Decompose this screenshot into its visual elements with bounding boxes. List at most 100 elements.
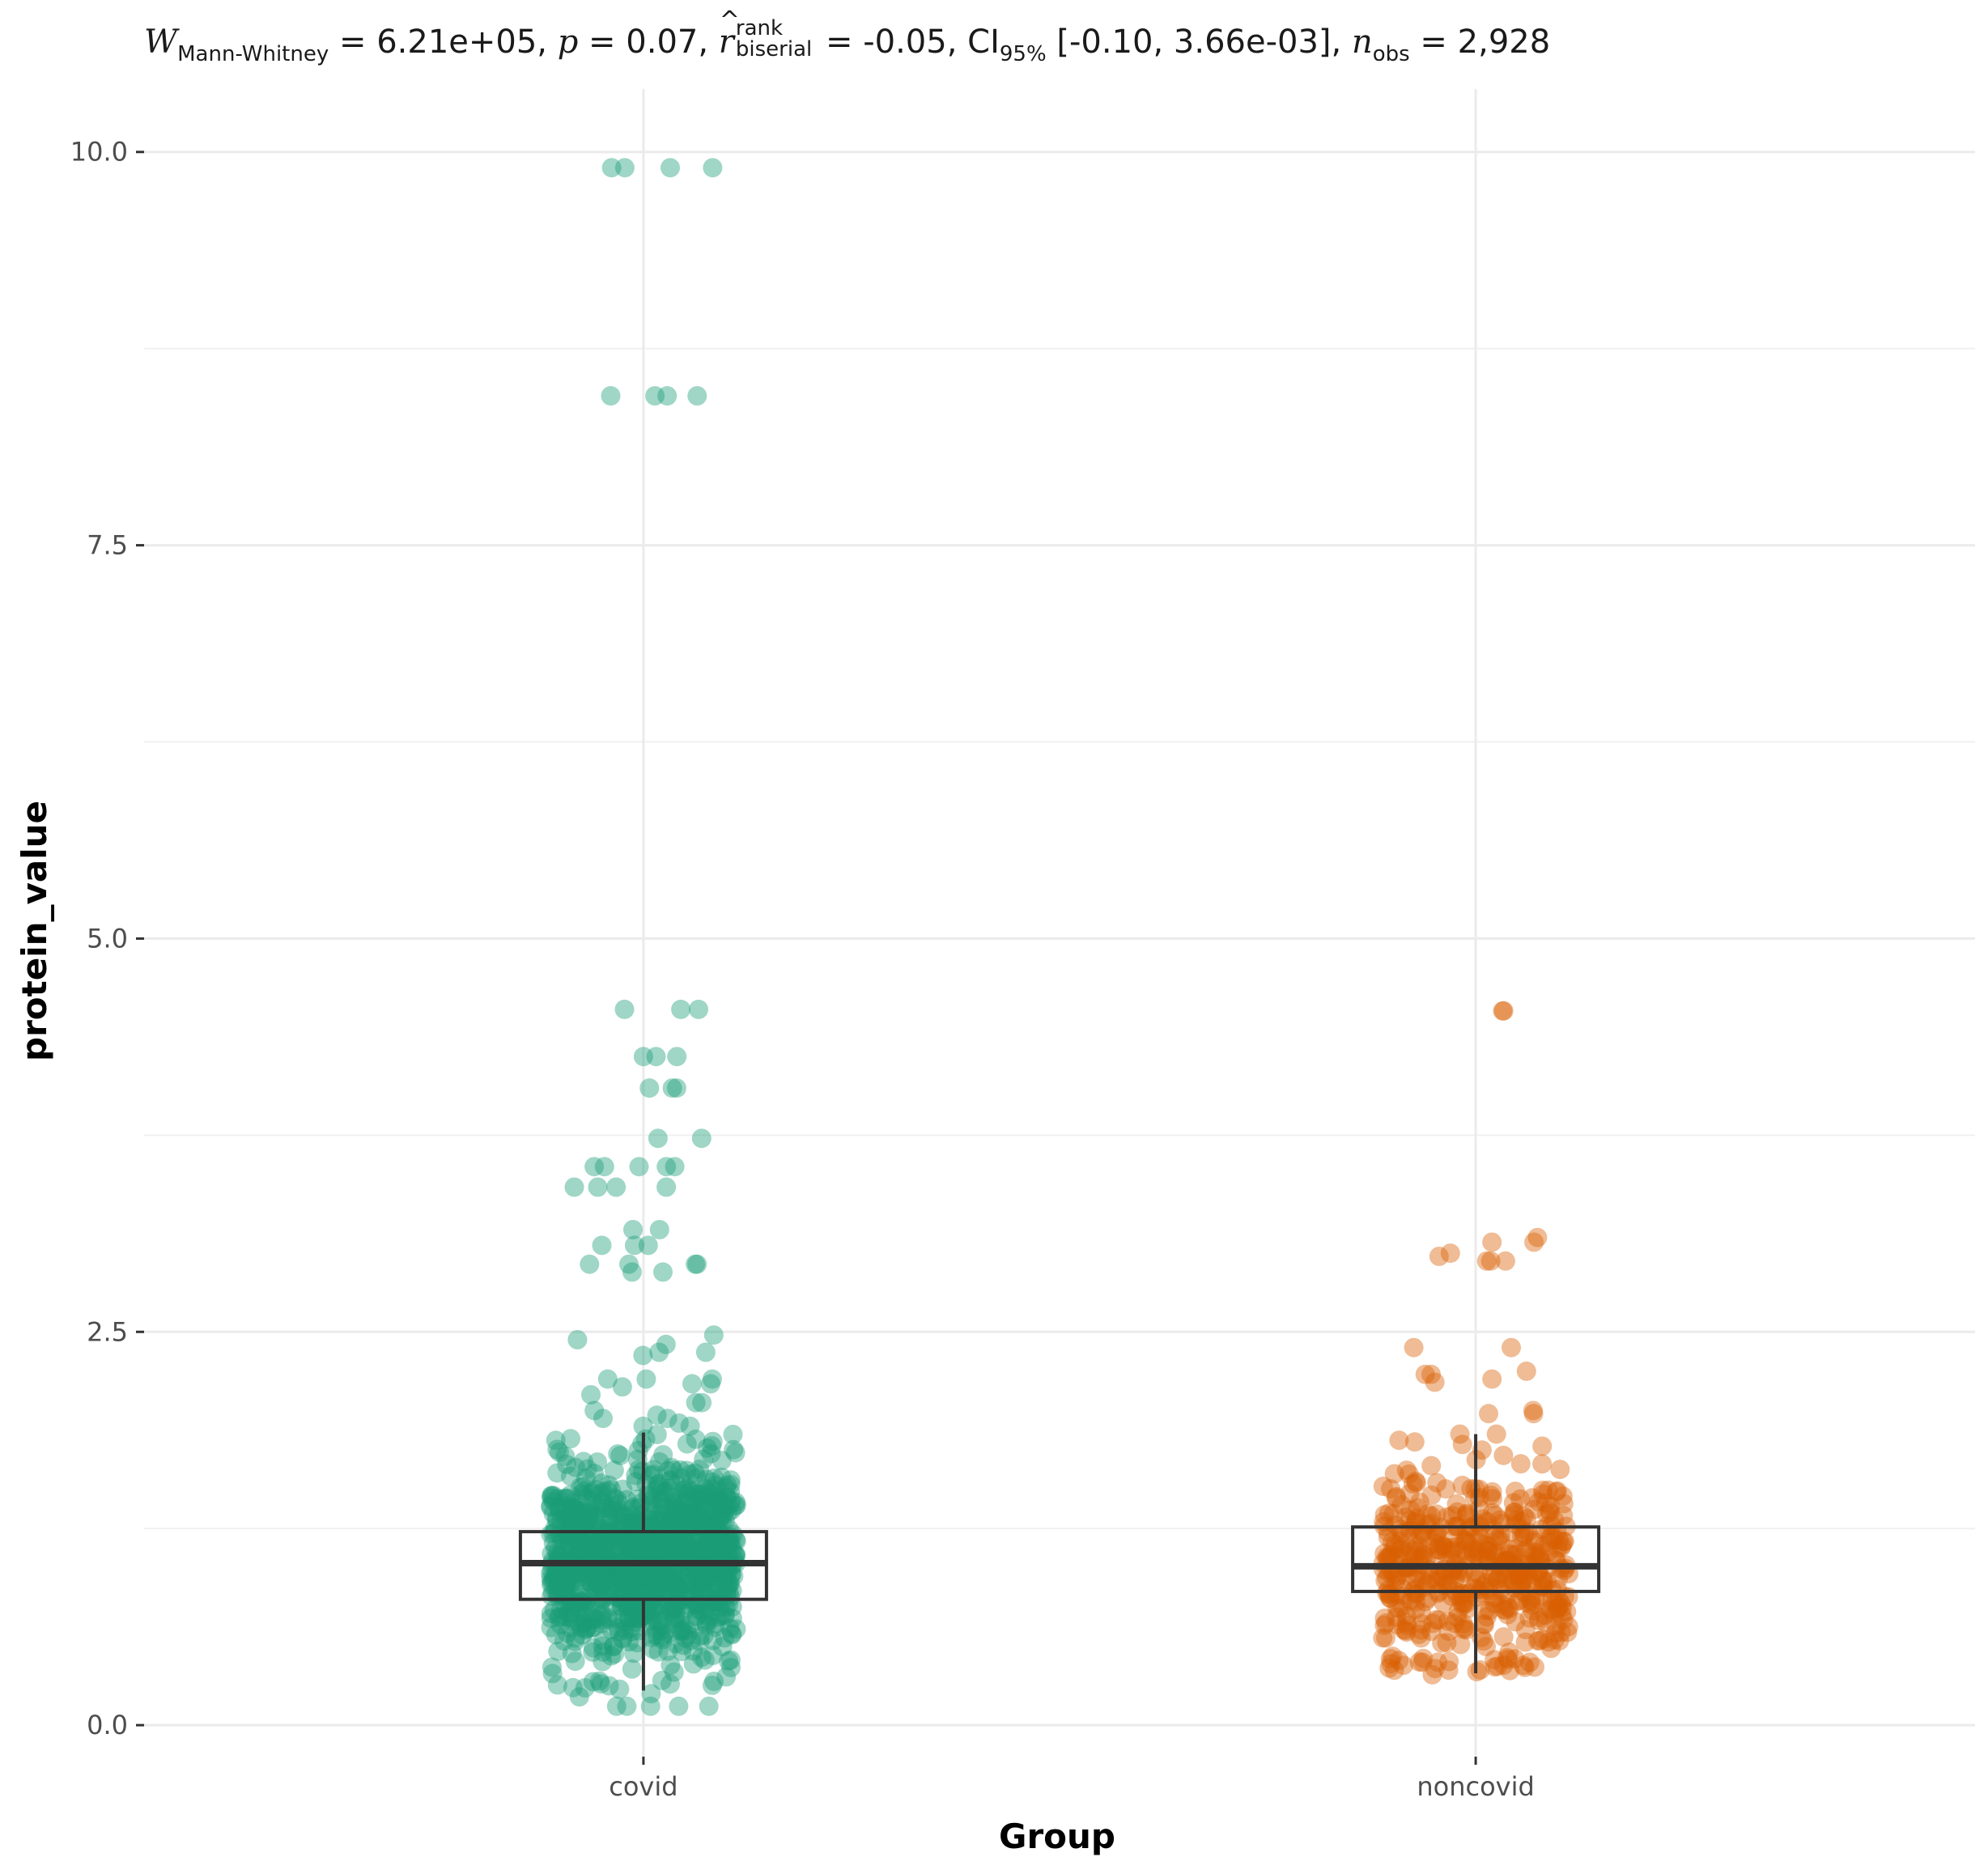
data-point <box>666 1499 686 1519</box>
data-point <box>602 1496 622 1516</box>
data-point <box>1373 1477 1393 1497</box>
data-point <box>661 1470 681 1490</box>
data-point <box>1474 1615 1494 1635</box>
data-point <box>546 1568 567 1588</box>
data-point <box>681 1481 701 1501</box>
data-point <box>717 1575 737 1595</box>
data-point <box>1514 1527 1534 1547</box>
data-point <box>647 1475 667 1494</box>
data-point <box>557 1525 577 1545</box>
data-point <box>653 1625 673 1645</box>
data-point <box>1391 1495 1412 1515</box>
data-point <box>1447 1502 1468 1522</box>
data-point <box>583 1575 603 1596</box>
data-point <box>1511 1574 1531 1594</box>
data-point <box>563 1530 584 1550</box>
data-point <box>609 1609 628 1630</box>
data-point <box>1558 1617 1578 1637</box>
r-letter: r <box>718 23 734 61</box>
data-point <box>1525 1542 1545 1562</box>
data-point <box>656 1533 676 1553</box>
data-point <box>589 1671 610 1691</box>
data-point <box>707 1607 728 1627</box>
data-point <box>676 1570 696 1590</box>
data-point <box>641 1628 661 1648</box>
data-point <box>647 1479 667 1499</box>
data-point <box>1506 1510 1527 1530</box>
data-point <box>599 1475 619 1495</box>
data-point <box>1405 1591 1425 1612</box>
data-point <box>721 1491 741 1511</box>
data-point <box>619 1608 639 1628</box>
data-point <box>590 1593 610 1613</box>
data-point <box>1529 1547 1549 1567</box>
data-point <box>565 1498 584 1519</box>
data-point <box>711 1533 731 1553</box>
data-point <box>572 1540 593 1561</box>
data-point <box>678 1504 699 1524</box>
data-point <box>654 1487 674 1507</box>
data-point <box>604 1460 624 1481</box>
data-point <box>588 1452 607 1472</box>
data-point <box>707 1490 728 1511</box>
data-point <box>657 1571 678 1591</box>
data-point <box>671 1468 691 1488</box>
data-point <box>563 1498 583 1519</box>
data-point <box>601 1500 621 1519</box>
data-point <box>634 1536 654 1556</box>
data-point <box>665 1475 686 1494</box>
data-point <box>580 1534 601 1554</box>
data-point <box>682 1540 703 1560</box>
x-tick-label: noncovid <box>1417 1771 1534 1802</box>
data-point <box>550 1442 569 1462</box>
data-point <box>557 1579 577 1599</box>
data-point <box>580 1502 599 1523</box>
data-point <box>698 1482 718 1502</box>
data-point <box>723 1425 743 1444</box>
data-point <box>624 1592 644 1613</box>
data-point <box>610 1579 631 1600</box>
data-point <box>563 1512 584 1532</box>
data-point <box>694 1449 714 1469</box>
data-point <box>680 1502 700 1522</box>
data-point <box>1390 1519 1410 1539</box>
data-point <box>574 1481 594 1501</box>
data-point <box>609 1587 629 1608</box>
data-point <box>649 1220 669 1239</box>
data-point <box>705 1617 725 1638</box>
data-point <box>680 1615 700 1634</box>
data-point <box>562 1538 582 1558</box>
data-point <box>652 1497 672 1517</box>
data-point <box>716 1496 737 1516</box>
data-point <box>659 1478 678 1498</box>
data-point <box>546 1539 565 1559</box>
data-point <box>591 1484 611 1504</box>
data-point <box>582 1607 602 1627</box>
data-point <box>665 1580 685 1600</box>
data-point <box>562 1643 582 1664</box>
data-point <box>597 1562 618 1583</box>
data-point <box>569 1613 589 1634</box>
data-point <box>695 1511 716 1530</box>
data-point <box>691 1647 712 1668</box>
data-point <box>1387 1566 1408 1587</box>
data-point <box>631 1505 651 1525</box>
data-point <box>573 1531 593 1551</box>
data-point <box>663 1535 683 1555</box>
data-point <box>1469 1479 1489 1499</box>
data-point <box>719 1534 739 1554</box>
data-point <box>679 1504 699 1523</box>
data-point <box>609 1618 628 1638</box>
data-point <box>665 1545 685 1565</box>
data-point <box>622 1566 642 1587</box>
data-point <box>649 1473 669 1494</box>
data-point <box>678 1500 698 1520</box>
data-point <box>665 1494 686 1514</box>
data-point <box>574 1539 593 1559</box>
data-point <box>557 1455 576 1474</box>
data-point <box>1438 1611 1458 1631</box>
data-point <box>720 1618 740 1638</box>
data-point <box>663 1540 683 1560</box>
data-point <box>665 1600 686 1620</box>
data-point <box>704 1591 724 1612</box>
